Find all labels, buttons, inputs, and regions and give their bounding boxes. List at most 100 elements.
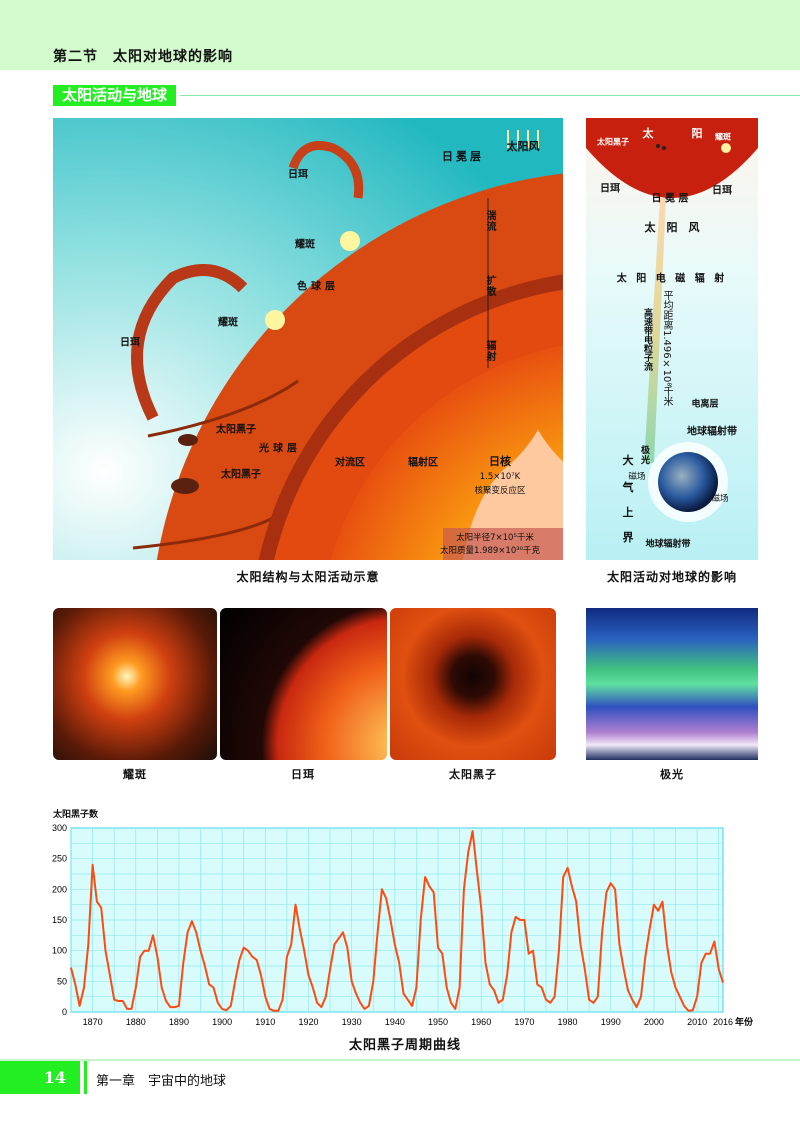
data-point (247, 950, 249, 952)
page-header-band (0, 0, 800, 70)
data-point (679, 996, 681, 998)
data-point (480, 907, 482, 909)
footer-divider (0, 1059, 800, 1061)
data-point (489, 983, 491, 985)
data-point (225, 1009, 228, 1011)
data-point (424, 876, 426, 878)
data-point (476, 870, 478, 872)
label-prominence: 日珥 (120, 337, 140, 349)
data-point (687, 1010, 690, 1012)
y-tick-label: 300 (52, 823, 67, 833)
data-point (636, 1006, 638, 1008)
label-atmosphere-top: 大 (622, 454, 634, 467)
data-point (541, 986, 543, 989)
data-point (182, 962, 184, 964)
data-point (713, 940, 715, 943)
label-chromosphere: 色球层 (297, 281, 339, 293)
data-point (389, 919, 392, 921)
data-point (312, 986, 314, 989)
data-point (610, 882, 612, 884)
data-point (195, 931, 197, 933)
data-point (156, 956, 158, 958)
label-core: 日核 (489, 455, 511, 468)
x-tick-label: 1880 (126, 1017, 146, 1027)
y-tick-label: 100 (52, 946, 67, 956)
data-point (122, 1000, 124, 1002)
label-turbulence: 湍流 (484, 210, 495, 232)
data-point (661, 901, 664, 903)
data-point (165, 1000, 167, 1002)
data-point (705, 953, 707, 955)
label-atmosphere-top: 气 (622, 481, 634, 494)
data-point (294, 904, 297, 906)
data-point (510, 931, 513, 933)
y-tick-label: 50 (57, 976, 67, 986)
sun-structure-illustration (53, 118, 563, 560)
data-point (243, 947, 245, 949)
data-point (264, 996, 266, 998)
data-point (143, 950, 146, 952)
data-point (135, 986, 137, 989)
data-point (152, 934, 154, 936)
x-axis-label: 年份 (735, 1016, 754, 1028)
data-point (467, 851, 469, 854)
data-point (251, 956, 253, 958)
data-point (169, 1006, 171, 1008)
y-tick-label: 250 (52, 854, 67, 864)
data-point (277, 1010, 279, 1012)
data-point (502, 999, 504, 1001)
data-point (484, 962, 487, 964)
data-point (566, 867, 569, 869)
data-point (161, 986, 163, 989)
data-point (718, 968, 720, 970)
data-point (91, 864, 94, 866)
data-point (381, 888, 383, 890)
chapter-title: 第一章 宇宙中的地球 (96, 1074, 227, 1089)
photo-caption: 太阳黑子 (449, 768, 497, 781)
data-point (437, 947, 439, 949)
data-point (117, 1000, 120, 1002)
x-tick-label: 1930 (342, 1017, 362, 1027)
data-point (415, 986, 418, 989)
data-point (579, 943, 582, 946)
data-point (79, 1005, 81, 1007)
label-radiation-belt: 地球辐射带 (687, 426, 737, 438)
data-point (441, 953, 443, 955)
label-sunspot: 太阳黑子 (597, 137, 629, 147)
data-point (597, 996, 599, 998)
label-radiative-zone: 辐射区 (408, 457, 438, 469)
data-point (199, 950, 202, 952)
data-point (100, 907, 102, 909)
label-corona: 日 冕 层 (651, 193, 689, 205)
data-point (87, 943, 89, 946)
data-point (130, 1008, 133, 1010)
data-point (459, 986, 461, 989)
data-point (174, 1006, 176, 1008)
data-point (536, 983, 538, 985)
data-point (631, 999, 633, 1001)
chart-ylabel: 太阳黑子数 (53, 810, 99, 820)
section-title: 第二节 太阳对地球的影响 (53, 49, 233, 65)
data-point (290, 943, 292, 946)
data-point (96, 901, 98, 903)
data-point (446, 986, 448, 989)
data-point (359, 1002, 361, 1004)
prominence-photo (220, 608, 387, 760)
data-point (614, 888, 616, 890)
data-point (523, 919, 525, 921)
data-point (618, 943, 620, 946)
data-point (623, 968, 625, 970)
data-point (148, 950, 150, 952)
data-point (471, 830, 474, 832)
label-distance: 平均距离1.496×10⁸千米 (661, 290, 672, 407)
label-aurora: 极光 (639, 445, 649, 465)
data-point (454, 1008, 456, 1010)
footer-accent-bar (84, 1061, 87, 1094)
label-flare: 耀斑 (218, 317, 238, 329)
data-point (338, 937, 340, 939)
data-point (307, 974, 310, 976)
solar-flare-photo (53, 608, 217, 760)
label-magnetic-field: 磁场 (628, 472, 646, 482)
data-point (303, 950, 305, 952)
data-point (493, 989, 495, 992)
